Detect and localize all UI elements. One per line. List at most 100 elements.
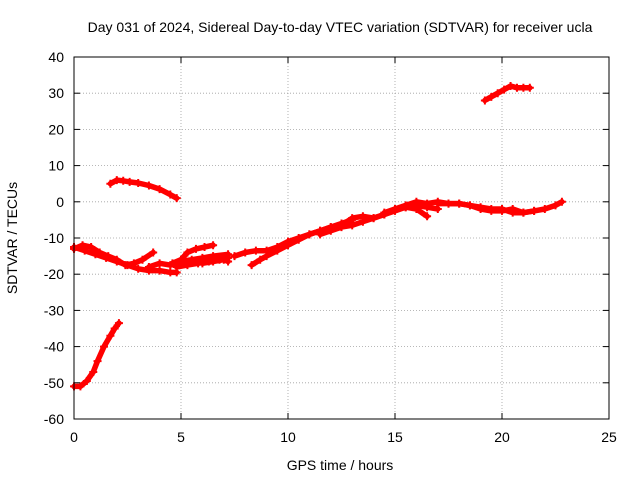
data-point-marker	[480, 96, 489, 105]
axis-ticks: 0 5 10 15 20 25 -60 -50 -40 -30 -20 -10 0 10 20 30 40	[44, 49, 617, 445]
data-point-marker	[551, 201, 560, 210]
data-point-marker	[241, 248, 250, 257]
data-point-marker	[87, 243, 96, 252]
data-point-marker	[155, 185, 164, 194]
data-point-marker	[358, 212, 367, 221]
data-point-marker	[191, 244, 200, 253]
data-point-marker	[498, 205, 506, 214]
data-point-marker	[177, 255, 185, 264]
x-tick-label: 10	[280, 429, 296, 445]
series-layer	[70, 81, 566, 391]
data-point-marker	[423, 212, 432, 221]
data-point-marker	[487, 92, 496, 101]
data-point-marker	[119, 176, 128, 185]
data-point-marker	[129, 259, 138, 268]
data-point-marker	[219, 255, 228, 264]
data-point-marker	[465, 201, 474, 210]
data-point-marker	[209, 257, 218, 266]
series-arc-d	[71, 242, 156, 268]
data-point-marker	[256, 255, 265, 264]
data-point-marker	[540, 205, 549, 214]
y-tick-label: 40	[48, 49, 64, 65]
data-point-marker	[500, 85, 509, 94]
data-point-marker	[93, 357, 102, 366]
grid	[74, 57, 609, 419]
y-tick-label: 10	[48, 158, 64, 174]
data-point-marker	[104, 252, 113, 261]
data-point-marker	[506, 81, 515, 90]
data-point-marker	[183, 248, 192, 257]
data-point-marker	[155, 266, 164, 275]
data-point-marker	[493, 89, 502, 98]
data-point-marker	[487, 205, 496, 214]
data-point-marker	[144, 181, 153, 190]
y-tick-label: -50	[44, 375, 64, 391]
data-point-marker	[166, 190, 175, 199]
data-point-marker	[251, 246, 260, 255]
x-tick-label: 25	[601, 429, 617, 445]
data-point-marker	[144, 262, 153, 271]
data-point-marker	[305, 230, 314, 239]
data-point-marker	[112, 255, 121, 264]
y-tick-label: 0	[56, 194, 64, 210]
data-point-marker	[155, 259, 164, 268]
data-point-marker	[209, 241, 218, 250]
data-point-marker	[391, 205, 399, 214]
data-point-marker	[380, 208, 389, 217]
data-point-marker	[557, 197, 566, 206]
data-point-marker	[247, 261, 256, 270]
data-point-marker	[198, 259, 207, 268]
data-point-marker	[106, 331, 115, 340]
x-tick-label: 5	[177, 429, 185, 445]
data-point-marker	[519, 208, 528, 217]
data-point-marker	[134, 178, 143, 187]
data-point-marker	[294, 235, 303, 244]
chart-title: Day 031 of 2024, Sidereal Day-to-day VTE…	[88, 19, 593, 35]
data-point-marker	[224, 257, 233, 266]
data-point-marker	[200, 243, 209, 252]
data-point-marker	[444, 199, 453, 208]
data-point-marker	[168, 259, 177, 268]
data-point-marker	[149, 248, 158, 257]
data-point-marker	[76, 382, 85, 391]
data-point-marker	[525, 83, 534, 92]
x-tick-label: 20	[494, 429, 510, 445]
data-point-marker	[134, 264, 143, 273]
y-tick-label: -30	[44, 302, 64, 318]
data-point-marker	[412, 205, 421, 214]
y-tick-label: 30	[48, 85, 64, 101]
data-point-marker	[401, 201, 410, 210]
data-point-marker	[423, 199, 432, 208]
data-point-marker	[369, 214, 378, 223]
y-tick-label: 20	[48, 121, 64, 137]
y-tick-label: -60	[44, 411, 64, 427]
data-point-marker	[82, 376, 91, 385]
data-point-marker	[348, 221, 357, 230]
series-arc-l	[328, 204, 430, 232]
data-point-marker	[412, 197, 421, 206]
x-tick-label: 15	[387, 429, 403, 445]
data-point-marker	[121, 261, 130, 270]
data-point-marker	[262, 252, 271, 261]
data-point-marker	[125, 177, 134, 186]
data-point-marker	[138, 255, 147, 264]
series-arc-a	[71, 320, 122, 390]
data-point-marker	[78, 241, 87, 250]
data-point-marker	[89, 367, 98, 376]
data-point-marker	[530, 206, 539, 215]
data-point-marker	[348, 214, 357, 223]
data-point-marker	[284, 241, 292, 250]
data-point-marker	[95, 248, 104, 257]
y-tick-label: -40	[44, 339, 64, 355]
y-tick-label: -20	[44, 266, 64, 282]
data-point-marker	[326, 224, 335, 233]
data-point-marker	[172, 194, 181, 203]
x-tick-label: 0	[70, 429, 78, 445]
series-arc-n	[435, 200, 537, 216]
y-axis-label: SDTVAR / TECUs	[4, 182, 20, 294]
data-point-marker	[508, 208, 517, 217]
x-axis-label: GPS time / hours	[287, 457, 394, 473]
data-point-marker	[114, 319, 123, 328]
data-point-marker	[110, 324, 119, 333]
